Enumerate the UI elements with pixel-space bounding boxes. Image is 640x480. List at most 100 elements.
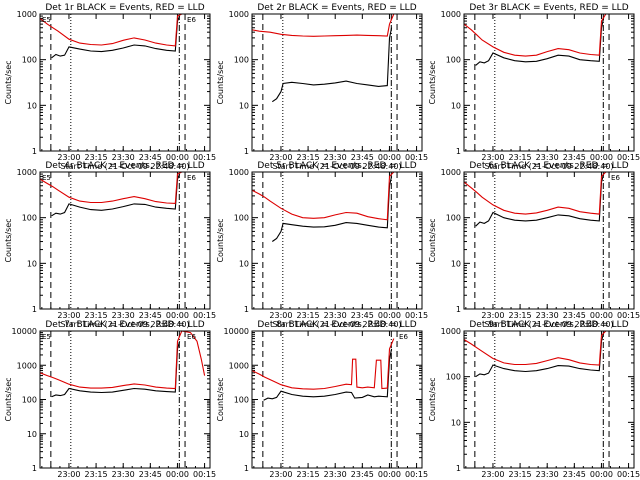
x-tick-label: 23:45 <box>563 311 586 320</box>
x-tick-label: 00:15 <box>193 311 216 320</box>
x-tick-label: 23:15 <box>85 311 108 320</box>
y-axis-label: Counts/sec <box>4 377 13 421</box>
plot-frame <box>463 171 635 310</box>
right-label: E6 <box>187 174 196 182</box>
panel-det-4r: Det 4r BLACK = Events, RED = LLD Counts/s… <box>4 161 216 329</box>
corner-label: E5 <box>42 333 51 341</box>
x-tick-label: 00:15 <box>617 153 640 162</box>
x-tick-label: 23:45 <box>351 153 374 162</box>
y-tick-label: 1000 <box>17 10 37 19</box>
x-tick-label: 00:15 <box>193 470 216 479</box>
y-tick-label: 1 <box>32 147 37 156</box>
y-tick-label: 1000 <box>441 327 461 336</box>
x-tick-label: 23:30 <box>324 311 347 320</box>
panel-title: Det 6r BLACK = Events, RED = LLD <box>469 161 628 171</box>
x-tick-label: 23:00 <box>481 470 504 479</box>
series-lld-line <box>251 338 395 390</box>
right-label: E6 <box>611 174 620 182</box>
series-events-line <box>51 173 181 217</box>
series-events-line <box>263 348 393 401</box>
x-tick-label: 23:45 <box>563 470 586 479</box>
series-lld-line <box>251 171 395 221</box>
y-tick-label: 10000 <box>12 327 37 336</box>
x-tick-label: 00:00 <box>590 311 613 320</box>
panel-title: Det 8r BLACK = Events, RED = LLD <box>257 320 416 330</box>
x-tick-label: 00:00 <box>378 470 401 479</box>
x-tick-label: 23:45 <box>563 153 586 162</box>
y-tick-label: 10 <box>451 259 461 268</box>
panel-det-8r: Det 8r BLACK = Events, RED = LLD Counts/s… <box>216 320 428 480</box>
y-tick-label: 100 <box>234 214 249 223</box>
y-axis-label: Counts/sec <box>4 60 13 104</box>
x-tick-label: 00:15 <box>405 470 428 479</box>
panel-title: Det 5r BLACK = Events, RED = LLD <box>257 161 416 171</box>
x-axis-label: Start Time (21-Oct-09 22:48:40) <box>272 162 401 171</box>
x-tick-label: 23:00 <box>481 311 504 320</box>
series-lld-line <box>463 330 607 366</box>
right-label: E6 <box>187 16 196 24</box>
y-tick-label: 1 <box>456 464 461 473</box>
x-tick-label: 00:00 <box>166 311 189 320</box>
x-tick-label: 23:30 <box>112 153 135 162</box>
y-axis-label: Counts/sec <box>428 218 437 262</box>
x-tick-label: 23:45 <box>139 470 162 479</box>
x-tick-label: 00:00 <box>166 470 189 479</box>
panel-det-3r: Det 3r BLACK = Events, RED = LLD Counts/s… <box>428 3 640 171</box>
x-tick-label: 23:30 <box>536 311 559 320</box>
series-events-line <box>475 173 605 227</box>
x-tick-label: 23:00 <box>481 153 504 162</box>
corner-label: E5 <box>42 16 51 24</box>
series-lld-line <box>39 13 183 47</box>
y-tick-label: 1000 <box>17 168 37 177</box>
y-tick-label: 1000 <box>229 361 249 370</box>
y-tick-label: 1000 <box>229 168 249 177</box>
y-tick-label: 10 <box>239 430 249 439</box>
panel-title: Det 7r BLACK = Events, RED = LLD <box>45 320 204 330</box>
series-events-line <box>271 27 393 103</box>
panel-det-1r: Det 1r BLACK = Events, RED = LLD Counts/s… <box>4 3 216 171</box>
x-tick-label: 23:45 <box>139 153 162 162</box>
x-tick-label: 23:15 <box>85 470 108 479</box>
x-tick-label: 23:15 <box>509 470 532 479</box>
y-axis-label: Counts/sec <box>4 218 13 262</box>
y-tick-label: 10 <box>27 259 37 268</box>
y-tick-label: 100 <box>22 56 37 65</box>
series-lld-line <box>39 330 206 390</box>
x-tick-label: 23:00 <box>269 311 292 320</box>
series-events-line <box>475 332 605 378</box>
panel-det-6r: Det 6r BLACK = Events, RED = LLD Counts/s… <box>428 161 640 329</box>
y-tick-label: 100 <box>446 373 461 382</box>
panel-title: Det 9r BLACK = Events, RED = LLD <box>469 320 628 330</box>
y-tick-label: 1000 <box>441 10 461 19</box>
x-tick-label: 00:15 <box>193 153 216 162</box>
y-tick-label: 1 <box>244 147 249 156</box>
panel-title: Det 4r BLACK = Events, RED = LLD <box>45 161 204 171</box>
y-tick-label: 100 <box>234 396 249 405</box>
x-tick-label: 23:45 <box>139 311 162 320</box>
series-events-line <box>51 341 181 398</box>
x-axis-label: Start Time (21-Oct-09 22:48:40) <box>60 162 189 171</box>
y-axis-label: Counts/sec <box>216 218 225 262</box>
y-tick-label: 100 <box>446 214 461 223</box>
y-tick-label: 100 <box>234 56 249 65</box>
x-tick-label: 23:15 <box>509 153 532 162</box>
y-tick-label: 1000 <box>441 168 461 177</box>
y-tick-label: 10000 <box>224 327 249 336</box>
y-tick-label: 1 <box>32 464 37 473</box>
x-tick-label: 00:00 <box>378 311 401 320</box>
x-axis-label: Start Time (21-Oct-09 22:48:40) <box>484 320 613 329</box>
x-tick-label: 00:15 <box>405 311 428 320</box>
x-axis-label: Start Time (21-Oct-09 22:48:40) <box>60 320 189 329</box>
y-axis-label: Counts/sec <box>216 377 225 421</box>
x-tick-label: 00:00 <box>166 153 189 162</box>
y-tick-label: 100 <box>22 396 37 405</box>
series-events-line <box>475 18 605 66</box>
x-tick-label: 23:00 <box>269 153 292 162</box>
x-tick-label: 00:15 <box>405 153 428 162</box>
y-axis-label: Counts/sec <box>428 60 437 104</box>
panel-title: Det 2r BLACK = Events, RED = LLD <box>257 3 416 13</box>
x-axis-label: Start Time (21-Oct-09 22:48:40) <box>272 320 401 329</box>
y-tick-label: 10 <box>239 259 249 268</box>
right-label: E6 <box>399 333 408 341</box>
